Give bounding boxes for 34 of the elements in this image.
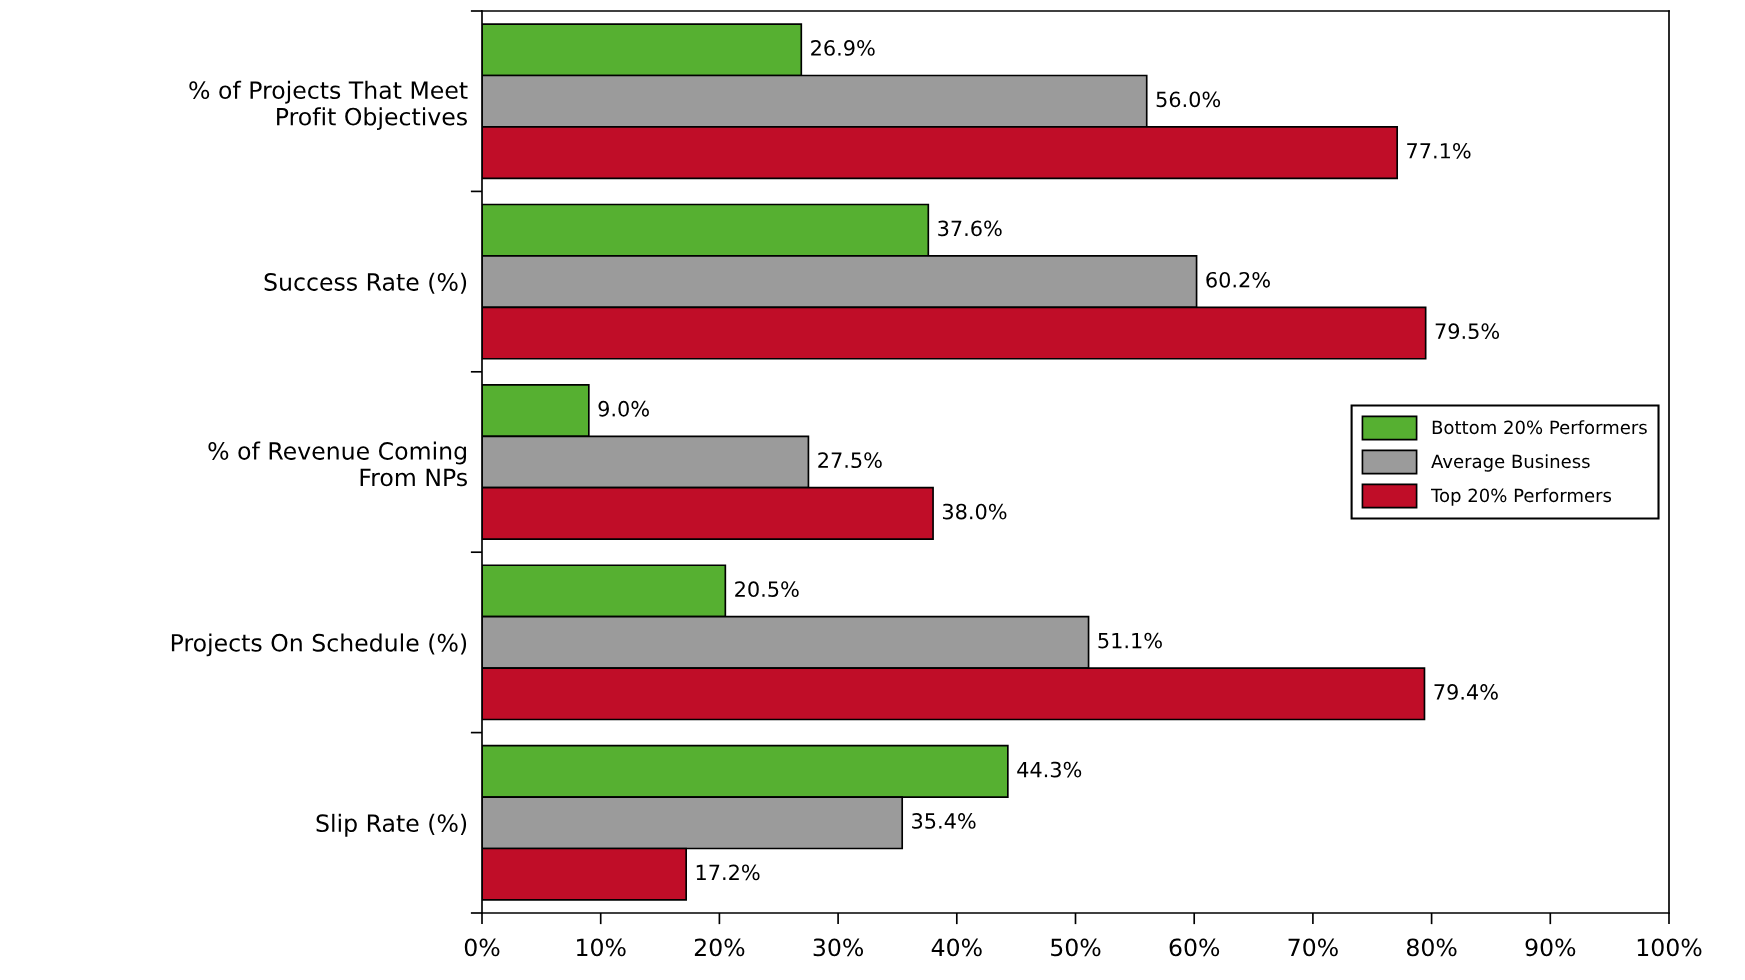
- data-label: 27.5%: [818, 452, 882, 469]
- y-tick-label: % of Revenue Coming From NPs: [208, 441, 467, 487]
- x-tick-label: 80%: [1406, 938, 1457, 957]
- x-tick-label: 100%: [1637, 938, 1702, 957]
- legend-label: Bottom 20% Performers: [1432, 420, 1647, 435]
- data-label: 60.2%: [1206, 271, 1270, 288]
- data-label: 51.1%: [1098, 632, 1162, 649]
- data-label: 20.5%: [735, 581, 799, 598]
- legend-label: Top 20% Performers: [1430, 488, 1612, 506]
- data-label: 17.2%: [696, 864, 760, 881]
- data-label: 77.1%: [1407, 142, 1471, 159]
- x-tick-label: 10%: [577, 938, 626, 957]
- data-label: 35.4%: [912, 813, 976, 829]
- x-tick-label: 30%: [813, 938, 864, 957]
- data-label: 79.4%: [1434, 684, 1498, 700]
- data-label: 56.0%: [1156, 91, 1221, 108]
- legend-label: Average Business: [1431, 454, 1590, 472]
- x-tick-label: 70%: [1288, 938, 1338, 957]
- data-label: 44.3%: [1017, 761, 1082, 778]
- y-tick-label: Success Rate (%): [264, 272, 467, 294]
- x-tick-label: 50%: [1051, 938, 1101, 957]
- x-tick-label: 60%: [1169, 938, 1220, 957]
- y-tick-label: Slip Rate (%): [316, 813, 467, 837]
- x-tick-label: 40%: [931, 938, 982, 957]
- y-tick-label: Projects On Schedule (%): [171, 633, 467, 657]
- data-label: 26.9%: [811, 40, 875, 56]
- x-tick-label: 20%: [694, 938, 745, 957]
- data-label: 37.6%: [938, 220, 1002, 237]
- data-label: 38.0%: [942, 503, 1007, 520]
- x-tick-label: 90%: [1525, 938, 1576, 957]
- x-tick-label: 0%: [464, 938, 500, 957]
- data-label: 9.0%: [598, 400, 649, 417]
- y-tick-label: % of Projects That Meet Profit Objectives: [189, 80, 468, 131]
- data-label: 79.5%: [1435, 323, 1500, 340]
